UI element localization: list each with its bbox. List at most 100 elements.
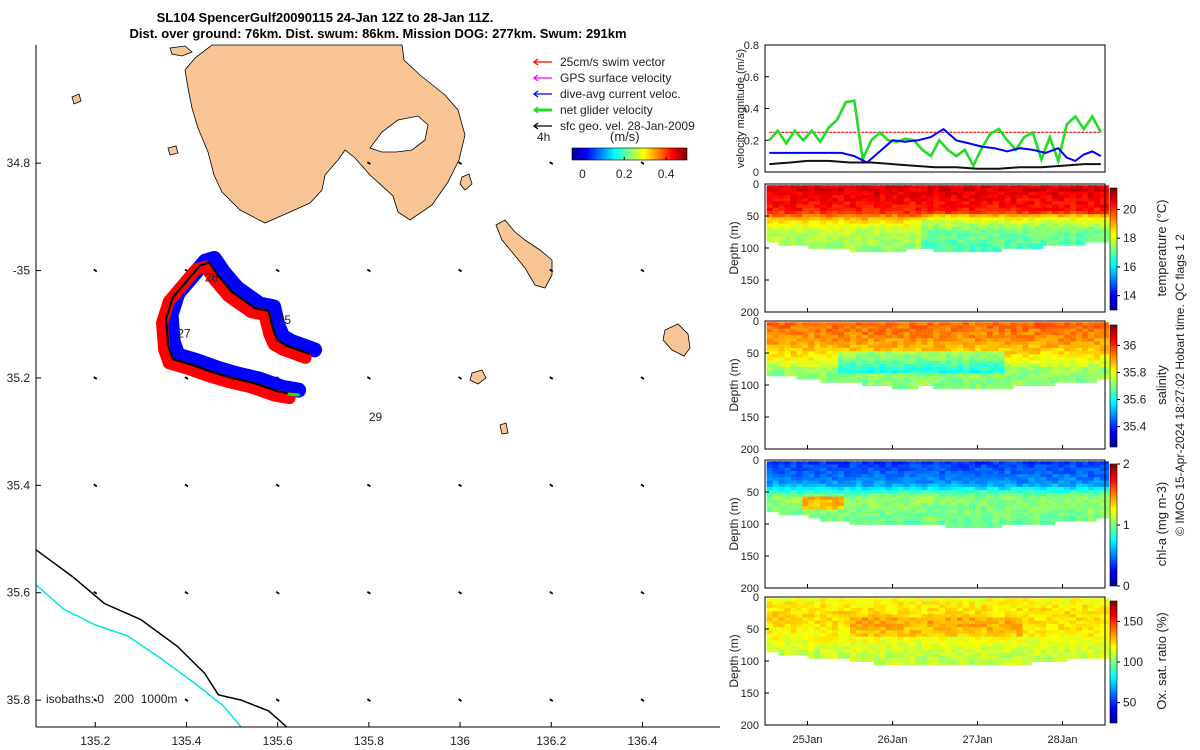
profile-sample-cell [796, 502, 806, 509]
profile-sample-cell [933, 649, 943, 656]
profile-sample-cell [1088, 325, 1097, 332]
profile-sample-cell [856, 496, 865, 503]
profile-sample-cell [980, 338, 990, 345]
profile-sample-cell [873, 207, 883, 214]
profile-sample-cell [1052, 614, 1062, 621]
profile-sample-cell [1004, 470, 1014, 477]
profile-sample-cell [957, 367, 967, 374]
profile-sample-cell [1028, 518, 1038, 525]
profile-sample-cell [963, 652, 973, 659]
profile-sample-cell [826, 239, 836, 246]
profile-sample-cell [873, 461, 883, 468]
profile-sample-cell [766, 486, 776, 493]
profile-sample-cell [945, 627, 955, 634]
profile-sample-cell [1022, 636, 1032, 643]
profile-sample-cell [867, 347, 877, 354]
profile-sample-cell [945, 480, 955, 487]
profile-sample-cell [1004, 363, 1014, 370]
time-x-tick-label: 25Jan [793, 734, 823, 746]
profile-sample-cell [826, 347, 836, 354]
profile-sample-cell [790, 467, 800, 474]
profile-sample-cell [1064, 325, 1074, 332]
time-x-tick-label: 28Jan [1048, 734, 1078, 746]
profile-sample-cell [879, 357, 889, 364]
profile-sample-cell [1088, 509, 1097, 516]
profile-sample-cell [980, 659, 990, 666]
profile-sample-cell [873, 220, 883, 227]
profile-sample-cell [891, 194, 901, 201]
profile-sample-cell [832, 598, 842, 605]
profile-sample-cell [808, 242, 818, 249]
profile-sample-cell [1058, 467, 1068, 474]
profile-sample-cell [891, 201, 901, 208]
profile-sample-cell [802, 367, 812, 374]
profile-sample-cell [969, 509, 978, 516]
profile-sample-cell [850, 322, 859, 329]
profile-sample-cell [850, 646, 859, 653]
profile-sample-cell [1022, 509, 1032, 516]
profile-sample-cell [1082, 601, 1092, 608]
profile-sample-cell [873, 214, 883, 221]
profile-sample-cell [1040, 335, 1050, 342]
profile-sample-cell [957, 220, 967, 227]
profile-sample-cell [1076, 185, 1086, 192]
profile-sample-cell [1082, 633, 1092, 640]
profile-sample-cell [1058, 636, 1068, 643]
profile-sample-cell [1088, 357, 1097, 364]
profile-sample-cell [945, 325, 955, 332]
profile-sample-cell [867, 233, 877, 240]
profile-sample-cell [1099, 338, 1109, 345]
profile-sample-cell [1058, 217, 1068, 224]
profile-sample-cell [861, 188, 871, 195]
profile-sample-cell [980, 633, 990, 640]
profile-sample-cell [1040, 185, 1050, 192]
profile-sample-cell [975, 643, 984, 650]
profile-sample-cell [838, 214, 848, 221]
profile-sample-cell [879, 506, 889, 513]
profile-sample-cell [1040, 325, 1050, 332]
profile-sample-cell [784, 604, 794, 611]
profile-sample-cell [1034, 502, 1044, 509]
profile-sample-cell [903, 338, 913, 345]
profile-sample-cell [1076, 360, 1086, 367]
profile-sample-cell [766, 620, 776, 627]
profile-sample-cell [832, 499, 842, 506]
profile-sample-cell [1094, 373, 1103, 380]
profile-sample-cell [998, 461, 1008, 468]
profile-sample-cell [1070, 354, 1080, 361]
profile-sample-cell [1016, 509, 1026, 516]
profile-sample-cell [933, 325, 943, 332]
profile-sample-cell [802, 217, 812, 224]
profile-sample-cell [963, 328, 973, 335]
profile-sample-cell [1070, 194, 1080, 201]
profile-sample-cell [826, 470, 836, 477]
profile-sample-cell [1094, 467, 1103, 474]
profile-sample-cell [1028, 601, 1038, 608]
profile-sample-cell [844, 194, 854, 201]
profile-sample-cell [1016, 331, 1026, 338]
profile-sample-cell [933, 198, 943, 205]
profile-sample-cell [873, 499, 883, 506]
profile-sample-cell [856, 325, 865, 332]
profile-sample-cell [933, 480, 943, 487]
profile-sample-cell [820, 506, 830, 513]
profile-sample-cell [867, 607, 877, 614]
thistle-island [495, 219, 553, 289]
profile-sample-cell [1022, 461, 1032, 468]
profile-sample-cell [838, 239, 848, 246]
profile-sample-cell [975, 363, 984, 370]
profile-sample-cell [1064, 470, 1074, 477]
profile-sample-cell [939, 236, 949, 243]
profile-sample-cell [1040, 486, 1050, 493]
profile-sample-cell [856, 649, 865, 656]
profile-sample-cell [850, 630, 859, 637]
profile-sample-cell [986, 623, 996, 630]
profile-sample-cell [772, 614, 782, 621]
profile-sample-cell [861, 477, 871, 484]
profile-sample-cell [1076, 643, 1086, 650]
profile-sample-cell [778, 607, 788, 614]
profile-sample-cell [1082, 496, 1092, 503]
profile-sample-cell [856, 601, 865, 608]
profile-sample-cell [1058, 496, 1068, 503]
profile-sample-cell [1004, 220, 1014, 227]
